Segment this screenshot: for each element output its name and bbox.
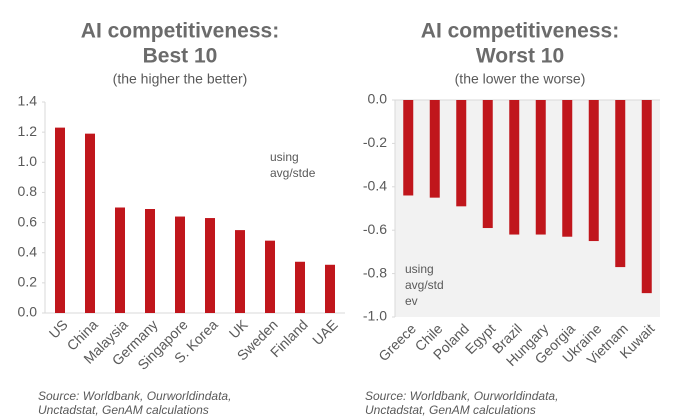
annotation: avg/stde — [270, 166, 316, 180]
y-tick-label: 0.0 — [368, 91, 388, 107]
chart-title: Best 10 — [143, 45, 218, 68]
y-tick-label: -1.0 — [363, 308, 387, 324]
bar — [235, 230, 245, 313]
bar — [265, 240, 275, 313]
source: Source: Worldbank, Ourworldindata, — [365, 389, 558, 403]
annotation: using — [270, 150, 299, 164]
source: Unctadstat, GenAM calculations — [38, 403, 209, 417]
bar — [205, 218, 215, 313]
bar — [429, 100, 440, 198]
y-tick-label: 0.0 — [18, 304, 38, 320]
y-tick-label: 0.6 — [18, 213, 38, 229]
y-tick-label: 1.2 — [18, 123, 38, 139]
y-tick-label: -0.8 — [363, 264, 387, 280]
y-tick-label: -0.2 — [363, 134, 387, 150]
bar — [641, 100, 652, 294]
y-tick-label: 0.4 — [18, 243, 38, 259]
chart-title: AI competitiveness: — [81, 20, 279, 43]
x-tick-label: UAE — [309, 316, 341, 348]
bar — [482, 100, 493, 229]
y-tick-label: 1.4 — [18, 93, 38, 109]
y-tick-label: -0.6 — [363, 221, 387, 237]
bar — [535, 100, 546, 235]
bar — [175, 216, 185, 313]
bar — [325, 264, 335, 313]
y-tick-label: -0.4 — [363, 178, 387, 194]
x-tick-label: Egypt — [462, 320, 499, 357]
annotation: using — [405, 262, 434, 276]
y-tick-label: 0.8 — [18, 183, 38, 199]
bar — [403, 100, 414, 196]
source: Unctadstat, GenAM calculations — [365, 403, 536, 417]
bar — [145, 209, 155, 313]
chart-title: Worst 10 — [476, 45, 564, 68]
y-tick-label: 0.2 — [18, 274, 38, 290]
chart-subtitle: (the lower the worse) — [455, 71, 586, 87]
bar — [115, 207, 125, 313]
bar — [562, 100, 573, 237]
bar — [509, 100, 520, 235]
bar — [615, 100, 626, 268]
bar — [55, 127, 65, 313]
annotation: ev — [405, 294, 418, 308]
bar — [295, 261, 305, 313]
chart-subtitle: (the higher the better) — [113, 71, 248, 87]
bar — [588, 100, 599, 242]
source: Source: Worldbank, Ourworldindata, — [38, 389, 231, 403]
bar — [85, 133, 95, 313]
chart-title: AI competitiveness: — [421, 20, 619, 43]
y-tick-label: 1.0 — [18, 153, 38, 169]
annotation: avg/std — [405, 278, 444, 292]
bar — [456, 100, 467, 207]
